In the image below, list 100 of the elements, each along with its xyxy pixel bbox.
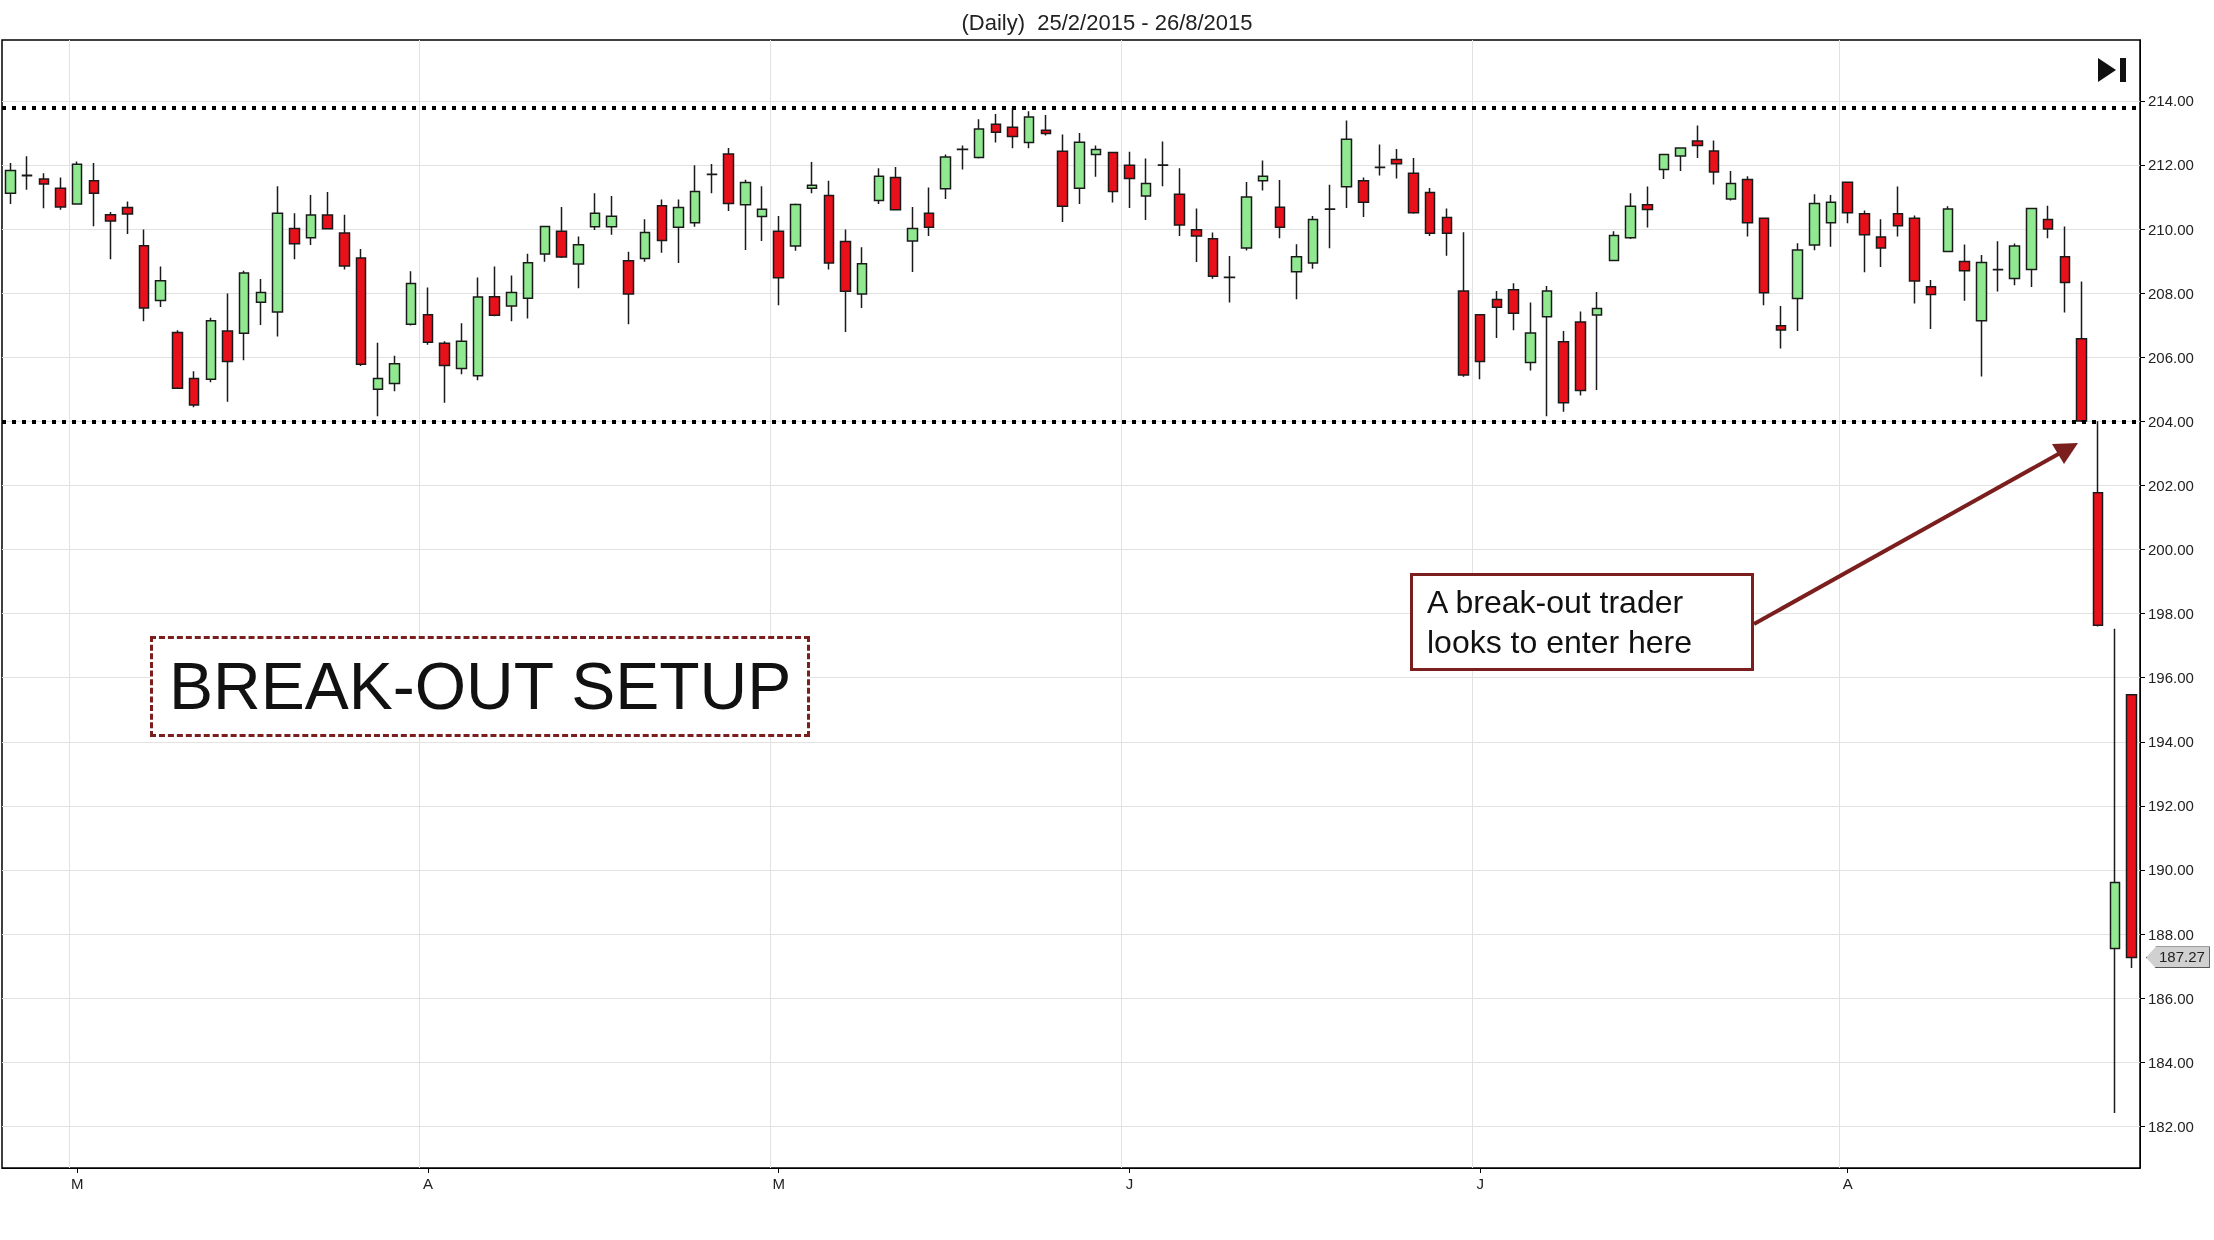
y-tick-label: 198.00 (2148, 605, 2194, 623)
candlestick (1591, 291, 1603, 391)
candlestick (973, 118, 985, 160)
candlestick (21, 155, 33, 191)
candlestick (355, 248, 367, 367)
candlestick (2092, 420, 2104, 628)
candlestick (1441, 207, 1453, 257)
y-tick-label: 184.00 (2148, 1053, 2194, 1071)
chart-title: (Daily) 25/2/2015 - 26/8/2015 (961, 9, 1253, 35)
candlestick (104, 211, 117, 260)
candlestick (756, 185, 768, 242)
candlestick (1457, 231, 1470, 378)
candlestick (589, 192, 601, 231)
y-tick-label: 212.00 (2148, 156, 2194, 174)
candlestick (1858, 209, 1871, 274)
x-tick-label: A (1842, 1175, 1853, 1192)
candlestick (1390, 148, 1403, 180)
candlestick (1190, 207, 1203, 263)
candlestick (238, 269, 250, 361)
candlestick (1674, 147, 1687, 172)
candlestick (405, 270, 417, 327)
candlestick (188, 370, 200, 408)
candlestick (906, 206, 919, 273)
candlestick (823, 179, 835, 271)
candlestick (1624, 192, 1637, 240)
y-tick-label: 206.00 (2148, 348, 2194, 366)
candlestick (438, 340, 451, 404)
candlestick (1507, 282, 1520, 332)
candlestick (639, 218, 651, 263)
candlestick (422, 286, 434, 346)
y-tick-label: 190.00 (2148, 861, 2194, 879)
y-tick-label: 204.00 (2148, 412, 2194, 430)
candlestick (1975, 254, 1988, 378)
candlestick (255, 278, 267, 326)
candlestick (1073, 132, 1086, 205)
candlestick (1123, 151, 1136, 209)
candlestick (839, 228, 852, 333)
candlestick (2125, 693, 2138, 969)
candlestick (1691, 124, 1704, 159)
candlestick (1324, 184, 1336, 250)
candlestick (505, 274, 518, 323)
candlestick (706, 163, 718, 194)
y-tick-label: 192.00 (2148, 797, 2194, 815)
candlestick (656, 198, 668, 254)
candlestick (1942, 205, 1954, 253)
y-tick-label: 214.00 (2148, 92, 2194, 110)
candlestick (2109, 627, 2121, 1114)
candlestick (522, 252, 534, 320)
candlestick (1107, 151, 1119, 204)
x-tick-label: A (422, 1175, 433, 1192)
candlestick (1741, 175, 1754, 238)
candlestick (1775, 305, 1787, 350)
annotation: BREAK-OUT SETUP (150, 636, 811, 737)
candlestick (488, 265, 501, 317)
candlestick (472, 276, 484, 382)
candlestick (2042, 204, 2054, 240)
candlestick (154, 265, 167, 308)
candlestick (939, 153, 952, 200)
candlestick (806, 161, 818, 194)
candlestick (372, 342, 384, 417)
candlestick (1875, 218, 1887, 268)
y-tick-label: 208.00 (2148, 284, 2194, 302)
candlestick (722, 147, 735, 212)
candlestick (1240, 181, 1253, 252)
candlestick (205, 317, 217, 383)
candlestick (88, 162, 100, 227)
candlestick (1925, 279, 1937, 330)
candlestick (38, 172, 50, 209)
candlestick (1658, 153, 1670, 180)
candlestick (2008, 242, 2021, 286)
candlestick (305, 194, 317, 246)
candlestick (1524, 301, 1537, 372)
candlestick (990, 113, 1002, 144)
candlestick (672, 198, 685, 264)
candlestick (1257, 159, 1269, 192)
candlestick (1958, 243, 1971, 302)
candlestick (1574, 310, 1587, 397)
y-tick-label: 200.00 (2148, 541, 2194, 559)
candlestick (1090, 144, 1102, 178)
candlestick (288, 212, 301, 260)
candlestick (1608, 230, 1620, 262)
candlestick (873, 167, 885, 205)
x-tick-label: M (70, 1175, 84, 1192)
x-tick-label: M (772, 1175, 785, 1192)
candlestick (1541, 285, 1553, 417)
candlestick (4, 162, 17, 205)
candlestick (1374, 143, 1386, 177)
candlestick (889, 166, 902, 212)
candlestick (789, 202, 802, 252)
candlestick (689, 164, 701, 228)
candlestick (1023, 110, 1035, 150)
candlestick (1725, 170, 1737, 202)
candlestick (388, 354, 401, 392)
candlestick (572, 235, 585, 290)
text: 187.27 (2146, 946, 2210, 969)
y-tick-label: 196.00 (2148, 669, 2194, 687)
candlestick (956, 144, 969, 171)
candlestick (1357, 176, 1370, 218)
candlestick (1006, 107, 1019, 150)
candlestick (1223, 255, 1236, 304)
